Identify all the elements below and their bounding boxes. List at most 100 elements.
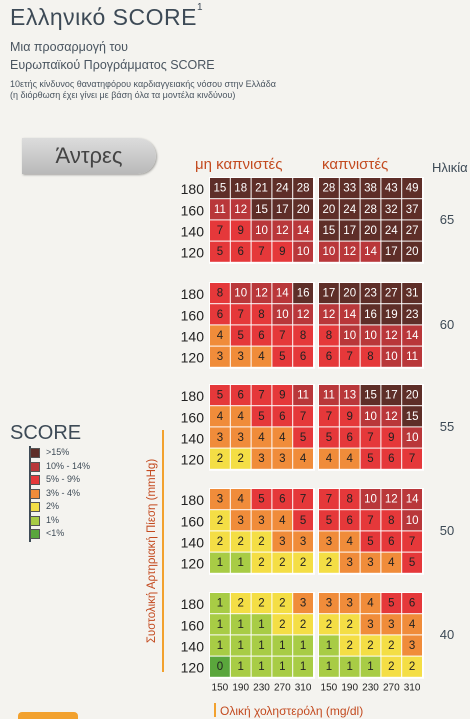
cell-value: 15: [406, 411, 419, 423]
score-cell: [360, 304, 381, 325]
age-label: 40: [440, 627, 454, 642]
score-cell: [293, 178, 313, 199]
cell-value: 12: [385, 411, 398, 423]
cell-value: 3: [237, 432, 243, 444]
cell-value: 12: [276, 225, 289, 237]
y-axis-label: Συστολική Αρτηριακή Πίεση (mmHg): [146, 459, 158, 644]
score-cell: [381, 448, 402, 469]
score-cell: [272, 325, 293, 346]
score-cell: [272, 489, 293, 510]
score-cell: [293, 283, 313, 304]
cell-value: 7: [258, 390, 264, 402]
score-cell: [230, 635, 251, 656]
score-cell: [230, 552, 251, 573]
score-cell: [210, 304, 230, 325]
score-cell: [339, 178, 360, 199]
score-cell: [339, 531, 360, 552]
cell-value: 33: [343, 183, 356, 195]
score-cell: [339, 427, 360, 448]
legend-swatch: [30, 448, 40, 458]
cholesterol-tick-label: 270: [274, 683, 291, 694]
cell-value: 6: [237, 390, 243, 402]
score-cell: [319, 448, 339, 469]
cell-value: 1: [258, 640, 264, 652]
cell-value: 11: [323, 390, 335, 402]
score-cell: [360, 241, 381, 262]
cell-value: 8: [258, 309, 264, 321]
cell-value: 23: [406, 309, 419, 321]
legend-swatch: [30, 461, 40, 472]
cell-value: 5: [258, 494, 264, 506]
score-cell: [251, 552, 272, 573]
score-cell: [381, 406, 402, 427]
score-cell: [230, 283, 251, 304]
legend-label: 1%: [46, 514, 60, 525]
score-cell: [360, 385, 381, 406]
score-cell: [402, 385, 422, 406]
age-label: 55: [440, 419, 454, 434]
cell-value: 6: [217, 309, 223, 321]
score-cell: [293, 199, 313, 220]
cell-value: 1: [367, 661, 373, 673]
sex-badge: Άντρες: [22, 138, 156, 174]
score-cell: [251, 427, 272, 448]
cell-value: 4: [300, 453, 307, 465]
title-text: Ελληνικό SCORE: [10, 4, 197, 30]
score-cell: [251, 635, 272, 656]
x-axis-bar: [214, 703, 216, 717]
score-cell: [339, 614, 360, 635]
cell-value: 4: [217, 330, 224, 342]
score-cell: [402, 283, 422, 304]
cell-value: 3: [217, 351, 223, 363]
score-cell: [402, 304, 422, 325]
sbp-tick-label: 140: [181, 224, 205, 240]
score-cell: [402, 489, 422, 510]
score-cell: [402, 220, 422, 241]
score-cell: [230, 406, 251, 427]
score-cell: [230, 241, 251, 262]
cell-value: 1: [346, 661, 352, 673]
cell-value: 15: [255, 204, 268, 216]
score-cell: [402, 346, 422, 367]
cell-value: 28: [364, 204, 377, 216]
cell-value: 17: [385, 246, 398, 258]
score-cell: [319, 593, 339, 614]
score-cell: [339, 489, 360, 510]
cell-value: 7: [300, 411, 306, 423]
score-cell: [360, 593, 381, 614]
cell-value: 49: [406, 183, 419, 195]
score-cell: [360, 635, 381, 656]
cell-value: 2: [300, 557, 306, 569]
score-cell: [402, 635, 422, 656]
score-cell: [251, 656, 272, 677]
cell-value: 9: [388, 432, 394, 444]
score-cell: [210, 656, 230, 677]
cell-value: 3: [217, 432, 223, 444]
score-cell: [210, 220, 230, 241]
score-cell: [251, 385, 272, 406]
score-cell: [402, 406, 422, 427]
cell-value: 7: [409, 453, 415, 465]
score-cell: [210, 385, 230, 406]
cell-value: 1: [237, 640, 243, 652]
cell-value: 3: [367, 619, 373, 631]
cell-value: 38: [364, 183, 377, 195]
cell-value: 5: [217, 246, 223, 258]
score-cell: [319, 635, 339, 656]
cell-value: 7: [217, 225, 223, 237]
score-cell: [272, 199, 293, 220]
score-cell: [339, 656, 360, 677]
cell-value: 3: [388, 619, 394, 631]
score-cell: [210, 510, 230, 531]
legend-label: 10% - 14%: [46, 460, 91, 471]
cell-value: 2: [258, 598, 264, 610]
score-cell: [339, 220, 360, 241]
score-cell: [319, 510, 339, 531]
cell-value: 10: [323, 246, 336, 258]
cell-value: 20: [297, 204, 310, 216]
cell-value: 8: [326, 330, 332, 342]
score-cell: [272, 427, 293, 448]
cell-value: 3: [326, 598, 332, 610]
score-cell: [230, 614, 251, 635]
score-cell: [319, 489, 339, 510]
